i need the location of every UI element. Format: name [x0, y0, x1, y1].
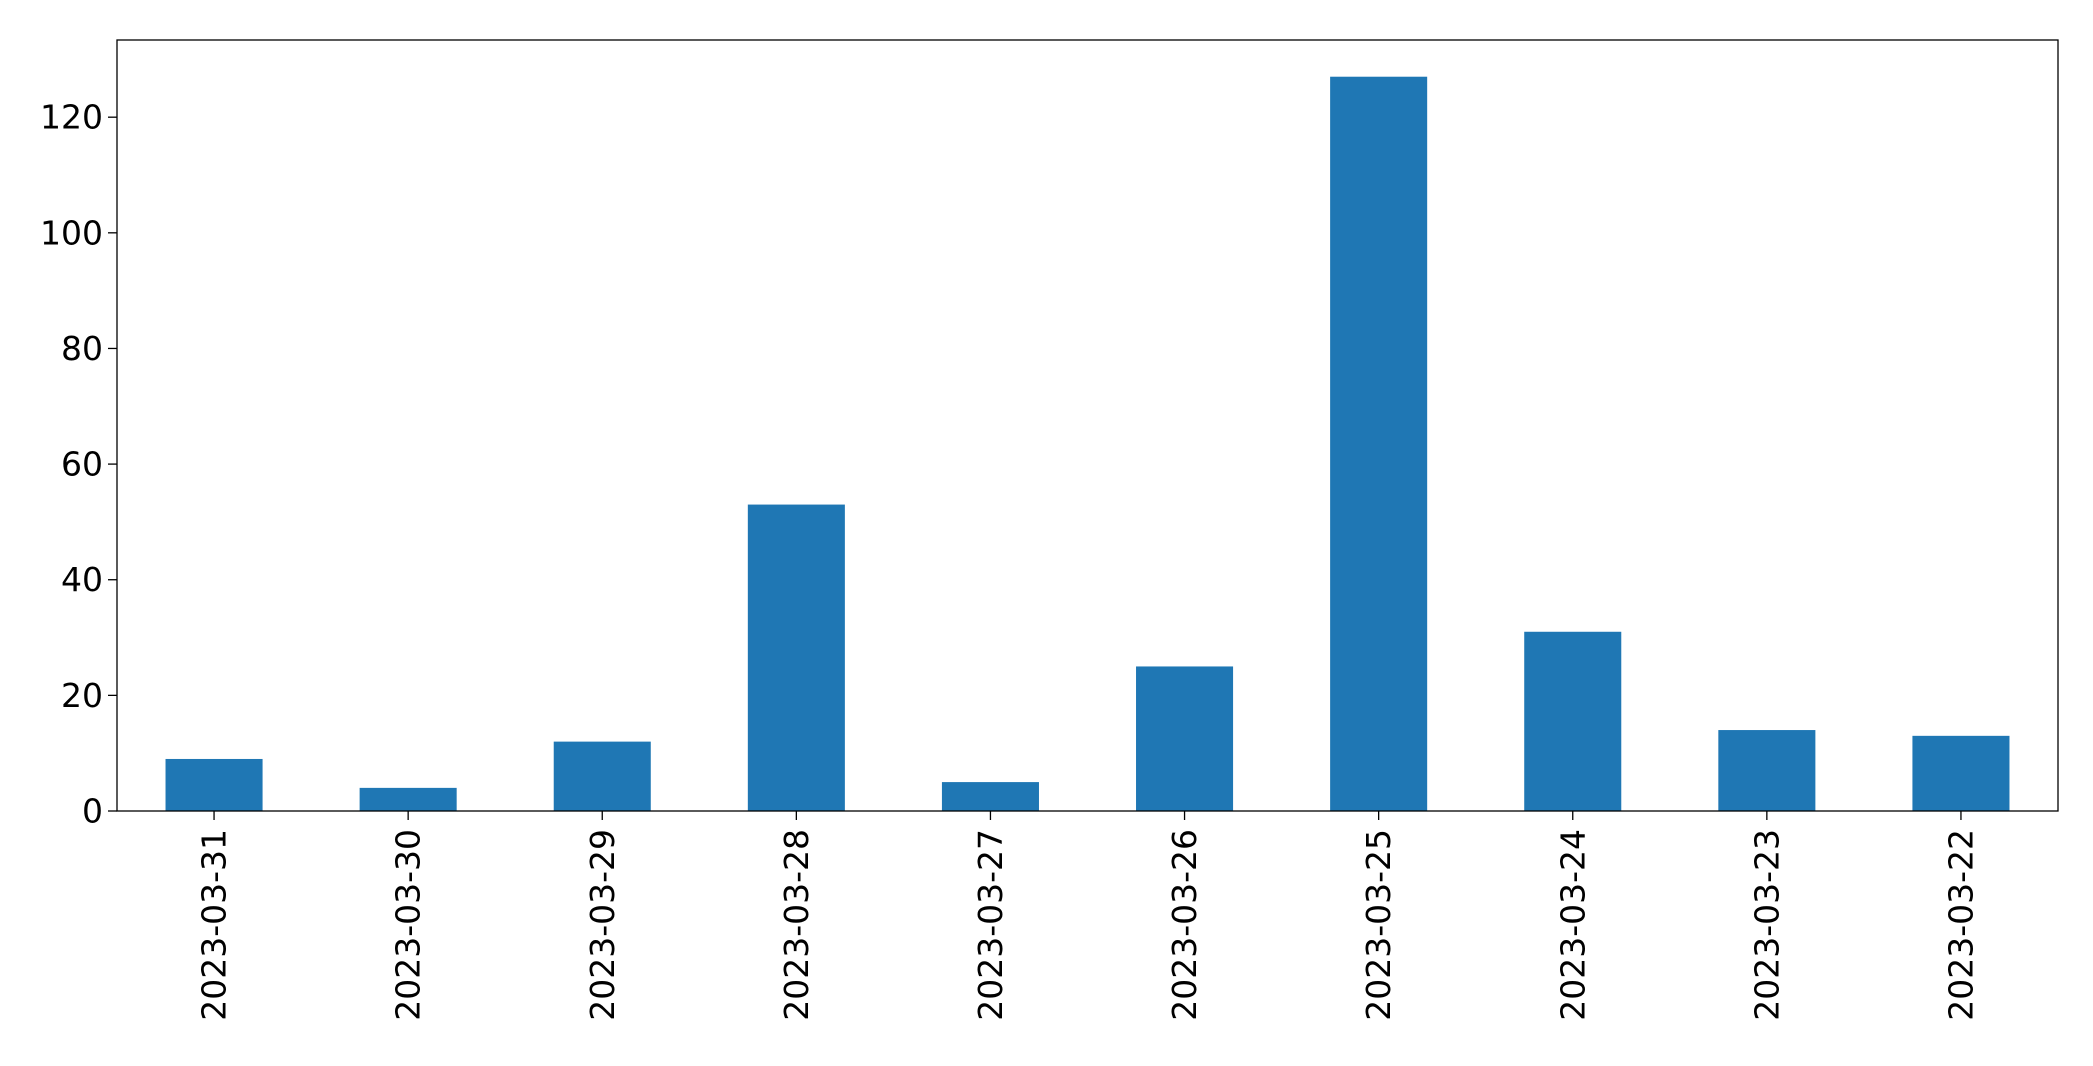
bar-2023-03-28: [747, 504, 845, 811]
y-axis: 0 20 40 60 80 100 120: [40, 98, 117, 831]
plot-area-frame: [116, 39, 2059, 812]
y-tick-label: 80: [61, 329, 103, 368]
x-tick-label: 2023-03-27: [971, 829, 1010, 1021]
x-axis: 2023-03-31 2023-03-30 2023-03-29 2023-03-28…: [195, 811, 1980, 1021]
bar-2023-03-22: [1912, 735, 2010, 811]
x-tick-label: 2023-03-29: [583, 829, 622, 1021]
y-tick-label: 60: [61, 445, 103, 484]
bar-2023-03-30: [359, 787, 457, 811]
x-tick-label: 2023-03-22: [1941, 829, 1980, 1021]
bar-2023-03-26: [1136, 666, 1234, 811]
x-tick-label: 2023-03-28: [777, 829, 816, 1021]
bar-2023-03-29: [553, 741, 651, 811]
y-tick-label: 20: [61, 676, 103, 715]
x-tick-label: 2023-03-23: [1747, 829, 1786, 1021]
bar-2023-03-24: [1524, 631, 1622, 811]
bar-2023-03-31: [165, 758, 263, 811]
x-tick-label: 2023-03-24: [1553, 829, 1592, 1021]
bars-layer: [165, 76, 2010, 811]
bar-2023-03-27: [941, 782, 1039, 811]
y-tick-label: 40: [61, 560, 103, 599]
x-tick-label: 2023-03-31: [195, 829, 234, 1021]
bar-2023-03-23: [1718, 730, 1816, 811]
y-tick-label: 120: [40, 98, 103, 137]
y-tick-label: 0: [82, 792, 103, 831]
bar-2023-03-25: [1330, 76, 1428, 811]
x-tick-label: 2023-03-26: [1165, 829, 1204, 1021]
y-tick-label: 100: [40, 213, 103, 252]
x-tick-label: 2023-03-30: [389, 829, 428, 1021]
x-tick-label: 2023-03-25: [1359, 829, 1398, 1021]
